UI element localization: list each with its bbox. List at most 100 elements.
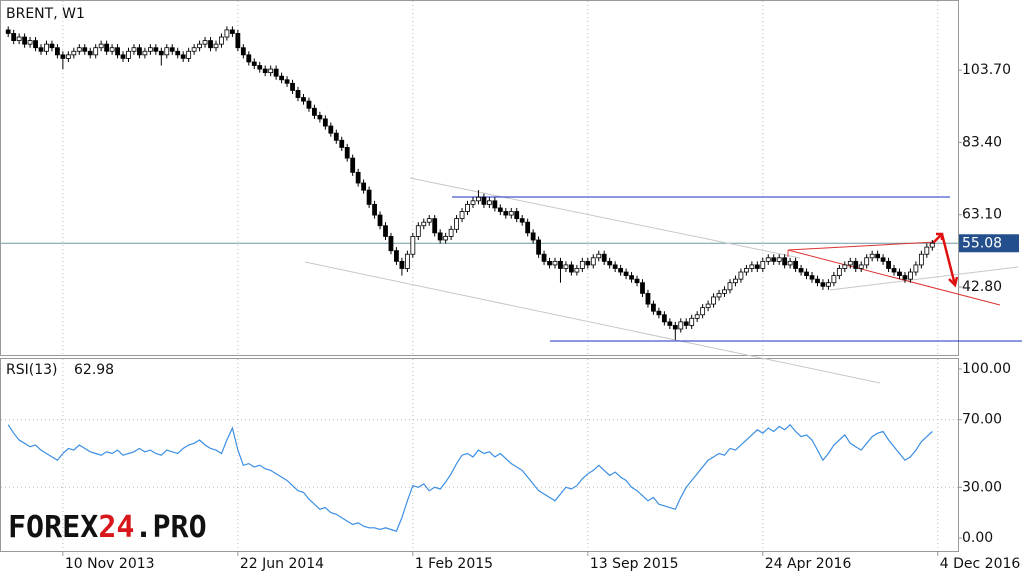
candle-body [131, 47, 137, 52]
candle-body [158, 50, 164, 56]
candle-body [65, 54, 71, 59]
candle-body [733, 278, 738, 284]
candle-body [11, 33, 17, 41]
candle-body [339, 139, 345, 148]
candle-body [541, 253, 547, 262]
candle-body [579, 260, 585, 269]
candle-body [782, 257, 788, 266]
candle-body [601, 253, 607, 262]
candle-body [262, 68, 268, 74]
candle-body [476, 196, 481, 202]
candle-body [809, 275, 815, 280]
candle-body [273, 68, 279, 77]
candle-body [344, 147, 350, 159]
candle-body [459, 211, 465, 220]
candle-body [585, 260, 591, 266]
candle-body [727, 282, 733, 291]
candle-body [186, 50, 192, 59]
candle-body [607, 260, 613, 266]
candle-body [98, 43, 104, 49]
candle-body [656, 310, 662, 316]
chart-title: BRENT, W1 [6, 6, 85, 22]
candle-body [836, 268, 842, 276]
candle-body [454, 218, 459, 230]
logo-part: .PRO [134, 510, 206, 545]
triangle-line [787, 241, 936, 251]
candle-body [164, 47, 170, 56]
candle-body [147, 47, 153, 52]
candle-body [443, 236, 449, 241]
candle-body [623, 271, 629, 276]
candle-body [711, 296, 716, 305]
candle-body [93, 47, 99, 56]
x-tick-label: 1 Feb 2015 [415, 556, 493, 572]
candle-body [137, 47, 142, 56]
candle-body [908, 271, 913, 280]
candle-body [426, 218, 432, 223]
candle-body [661, 314, 667, 323]
y-tick-label: 0.00 [962, 530, 993, 546]
candle-body [399, 260, 405, 269]
candle-body [787, 260, 793, 266]
candle-body [109, 47, 115, 52]
forecast-arrow [929, 232, 959, 288]
current-price-label: 55.08 [962, 235, 1002, 251]
candle-body [55, 47, 60, 56]
candle-body [153, 47, 159, 52]
logo-part: FOREX [8, 510, 98, 545]
candle-body [738, 271, 744, 280]
candle-body [525, 221, 531, 234]
logo: FOREX24.PRO [8, 510, 207, 545]
candle-body [284, 79, 290, 84]
candle-body [563, 264, 569, 269]
candle-body [672, 325, 678, 330]
candle-body [853, 260, 859, 269]
candle-body [361, 182, 367, 191]
candle-body [929, 242, 935, 248]
candle-body [120, 54, 126, 59]
candle-body [694, 314, 700, 319]
candle-body [651, 303, 656, 312]
candle-body [377, 214, 383, 227]
logo-part: 24 [98, 510, 134, 545]
rsi-line [7, 423, 933, 532]
candle-body [776, 257, 782, 262]
candle-body [312, 107, 317, 116]
candle-body [219, 36, 224, 45]
candle-body [197, 43, 202, 49]
trend-line [304, 261, 881, 384]
candle-body [27, 40, 33, 45]
candle-body [268, 68, 274, 74]
candle-body [279, 75, 285, 81]
candle-body [394, 250, 399, 262]
candle-body [366, 189, 372, 205]
candle-body [290, 82, 295, 91]
candle-body [640, 282, 645, 294]
candle-body [864, 257, 870, 266]
triangle-line [787, 249, 1001, 306]
candle-body [306, 100, 312, 109]
indicator-name: RSI(13) [6, 362, 57, 378]
candle-body [514, 211, 520, 220]
candle-body [372, 203, 377, 216]
candle-body [415, 225, 421, 237]
candle-body [208, 40, 213, 49]
candle-body [618, 268, 624, 273]
candle-body [322, 118, 328, 127]
candle-body [503, 211, 509, 216]
candle-body [240, 47, 246, 56]
candle-body [38, 47, 44, 52]
candle-body [793, 260, 798, 269]
candle-body [16, 36, 22, 41]
candle-body [629, 275, 634, 280]
candle-body [44, 43, 49, 52]
candle-body [486, 200, 492, 205]
candle-body [574, 268, 580, 273]
candle-body [891, 268, 897, 273]
candle-body [169, 47, 175, 52]
drawings [304, 177, 1022, 384]
candle-body [142, 50, 148, 56]
candle-body [918, 253, 924, 266]
candle-body [612, 264, 618, 269]
candle-body [481, 196, 487, 205]
